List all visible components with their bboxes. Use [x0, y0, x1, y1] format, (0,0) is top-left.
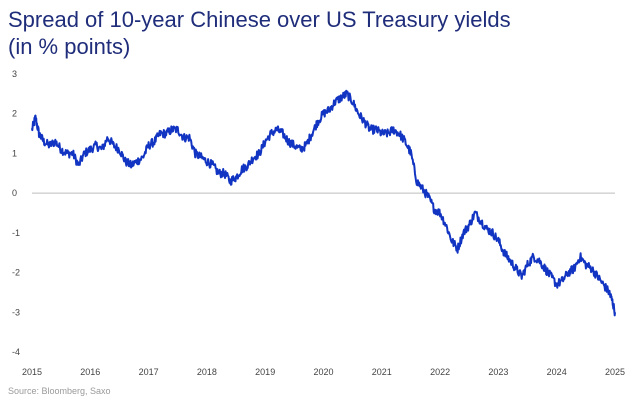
- y-tick-label: 2: [12, 109, 17, 119]
- y-tick-label: 1: [12, 148, 17, 158]
- x-tick-label: 2021: [372, 367, 392, 377]
- x-tick-label: 2016: [80, 367, 100, 377]
- x-tick-label: 2025: [605, 367, 625, 377]
- x-tick-label: 2017: [139, 367, 159, 377]
- y-tick-label: -3: [12, 307, 20, 317]
- source-note: Source: Bloomberg, Saxo: [8, 386, 111, 396]
- x-tick-label: 2018: [197, 367, 217, 377]
- chart-title-line-2: (in % points): [8, 34, 131, 59]
- chart-title: Spread of 10-year Chinese over US Treasu…: [8, 6, 511, 60]
- x-tick-label: 2019: [255, 367, 275, 377]
- x-tick-label: 2024: [547, 367, 567, 377]
- x-tick-label: 2015: [22, 367, 42, 377]
- x-tick-label: 2020: [313, 367, 333, 377]
- y-tick-label: 3: [12, 69, 17, 79]
- x-tick-label: 2022: [430, 367, 450, 377]
- y-tick-label: -1: [12, 228, 20, 238]
- chart-title-line-1: Spread of 10-year Chinese over US Treasu…: [8, 7, 511, 32]
- y-tick-label: 0: [12, 188, 17, 198]
- y-tick-label: -2: [12, 268, 20, 278]
- y-tick-label: -4: [12, 347, 20, 357]
- series-line: [31, 89, 616, 317]
- x-tick-label: 2023: [488, 367, 508, 377]
